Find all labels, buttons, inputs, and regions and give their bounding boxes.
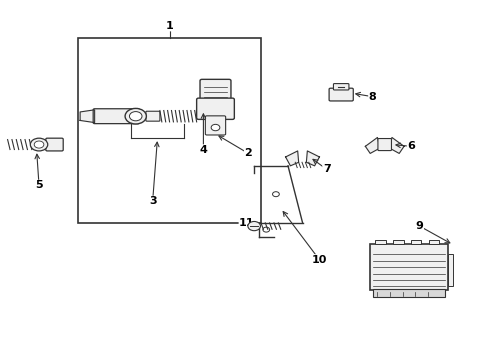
Text: 3: 3	[148, 196, 156, 206]
Text: 4: 4	[199, 145, 207, 155]
Circle shape	[129, 112, 142, 121]
Polygon shape	[80, 110, 95, 123]
FancyBboxPatch shape	[196, 98, 234, 120]
FancyBboxPatch shape	[377, 139, 391, 150]
FancyBboxPatch shape	[93, 109, 139, 123]
Text: 7: 7	[322, 165, 330, 174]
Bar	[410, 239, 421, 244]
Bar	[78, 38, 261, 222]
FancyBboxPatch shape	[205, 116, 225, 135]
Bar	[369, 244, 447, 290]
Text: 6: 6	[407, 141, 414, 151]
Circle shape	[247, 221, 260, 231]
FancyBboxPatch shape	[333, 84, 348, 90]
FancyBboxPatch shape	[46, 138, 63, 151]
Bar	[428, 239, 438, 244]
Bar	[374, 239, 385, 244]
FancyBboxPatch shape	[145, 111, 160, 121]
Text: 9: 9	[415, 221, 423, 231]
Polygon shape	[389, 138, 403, 153]
Circle shape	[211, 124, 220, 131]
FancyBboxPatch shape	[200, 79, 230, 102]
Polygon shape	[306, 151, 319, 166]
Circle shape	[125, 108, 146, 124]
Polygon shape	[365, 138, 379, 153]
Circle shape	[34, 141, 44, 148]
FancyBboxPatch shape	[328, 88, 352, 101]
Bar	[372, 289, 444, 297]
Text: 10: 10	[311, 255, 326, 265]
Text: 11: 11	[239, 217, 254, 228]
Polygon shape	[285, 151, 298, 166]
Text: 5: 5	[35, 180, 43, 190]
Circle shape	[30, 138, 48, 151]
Bar	[447, 254, 452, 286]
Bar	[392, 239, 403, 244]
Text: 1: 1	[165, 21, 173, 31]
Text: 2: 2	[244, 148, 252, 158]
Text: 8: 8	[368, 92, 376, 102]
